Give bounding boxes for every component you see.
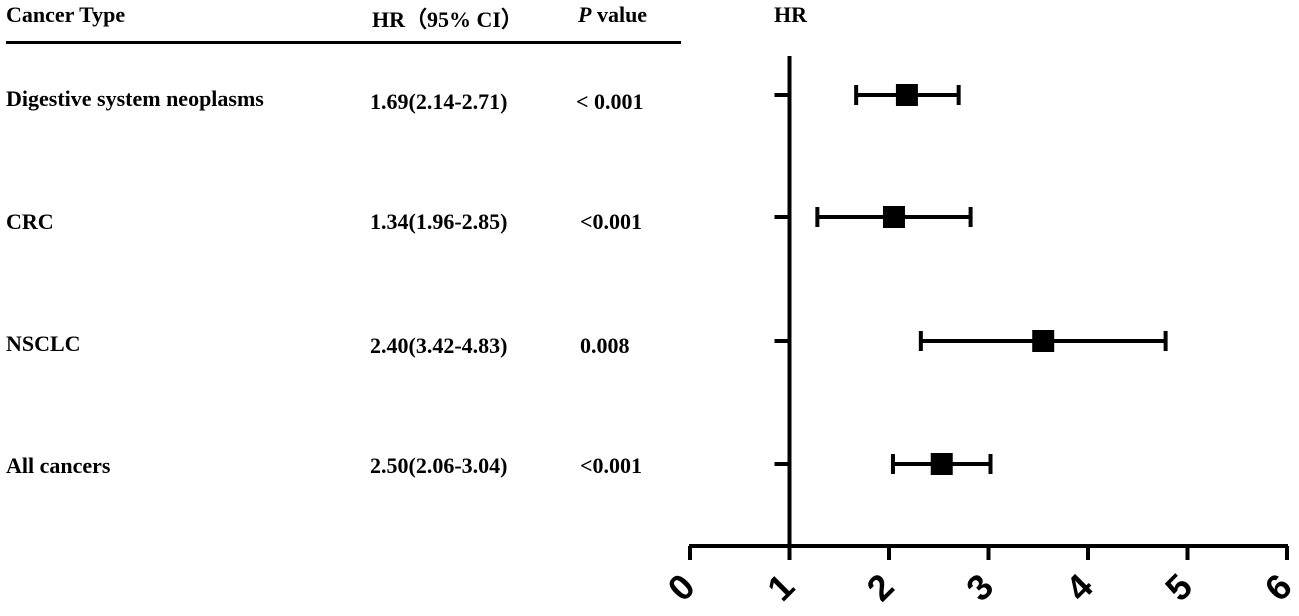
row-name-nsclc: NSCLC [6,331,81,356]
row-hr-all: 2.50(2.06-3.04) [370,453,508,478]
row-name-all: All cancers [6,453,111,478]
row-p-nsclc: 0.008 [580,333,630,358]
hr-marker-0 [895,84,918,106]
hr-marker-3 [930,453,953,475]
x-tick-label-0: 0 [660,566,703,609]
x-tick-label-2: 2 [859,566,902,609]
x-tick-label-4: 4 [1058,566,1101,609]
header-plot-hr: HR [774,2,807,27]
header-p-value: P value [578,2,647,28]
row-hr-crc: 1.34(1.96-2.85) [370,209,508,234]
x-tick-label-6: 6 [1257,566,1299,609]
header-p-rest: value [591,2,648,27]
x-tick-label-3: 3 [958,566,1001,609]
row-name-digestive: Digestive system neoplasms [6,86,264,111]
header-p-italic: P [578,2,592,27]
header-rule [6,41,681,44]
x-tick-label-5: 5 [1157,566,1200,609]
x-tick-label-1: 1 [759,566,802,609]
hr-marker-2 [1032,330,1055,352]
header-hr-ci: HR（95% CI） [372,7,523,32]
row-p-all: <0.001 [580,453,643,478]
row-p-crc: <0.001 [580,209,643,234]
row-p-digestive: < 0.001 [576,89,644,114]
header-cancer-type: Cancer Type [6,2,126,27]
hr-marker-1 [882,206,905,228]
row-hr-digestive: 1.69(2.14-2.71) [370,89,508,114]
row-name-crc: CRC [6,209,54,234]
row-hr-nsclc: 2.40(3.42-4.83) [370,333,508,358]
